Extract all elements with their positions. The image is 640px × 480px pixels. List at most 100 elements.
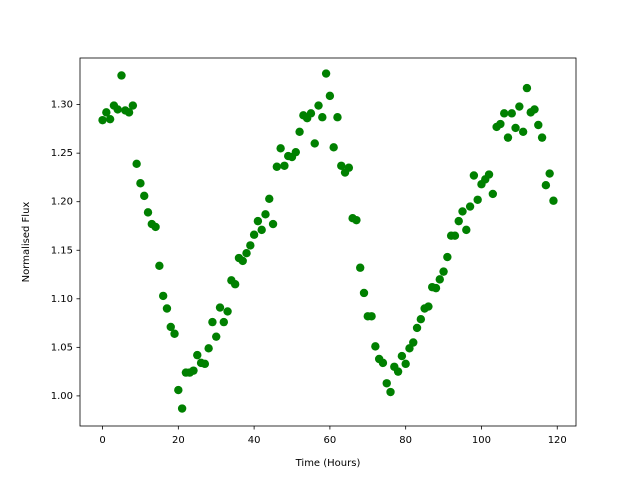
point [238,256,247,266]
point [325,91,335,101]
point [333,113,342,122]
y-tick-label: 1.20 [51,197,73,208]
point [280,161,289,170]
point [439,267,448,276]
point [484,170,494,179]
point [488,189,498,199]
point [511,123,520,133]
x-tick-label: 20 [172,435,185,446]
point [143,208,153,217]
x-tick-label: 80 [399,435,412,446]
point [200,359,210,369]
point [158,291,168,301]
point [473,195,482,204]
point [518,127,528,136]
point [219,317,228,327]
point [409,338,418,347]
point [174,385,183,395]
y-tick-label: 1.00 [51,391,73,402]
y-axis-label: Normalised Flux [21,202,32,283]
point [352,215,361,225]
point [386,387,395,397]
point [105,114,115,124]
point [117,71,126,80]
point [344,163,354,172]
point [249,230,259,239]
y-tick-label: 1.05 [51,342,73,353]
point [458,207,467,216]
point [393,367,403,376]
point [443,252,452,262]
y-tick-label: 1.25 [51,148,73,159]
point [265,194,274,203]
point [401,359,410,369]
point [272,162,282,171]
point [522,83,532,93]
plot-frame [79,57,577,427]
point [431,283,441,293]
point [295,127,304,136]
point [450,231,460,240]
point [356,263,365,272]
point [140,191,149,201]
point [337,161,346,170]
point [454,216,463,226]
point [545,169,554,178]
x-tick-label: 100 [472,435,491,446]
point [102,108,111,117]
point [242,248,251,258]
point [329,143,338,152]
point [321,69,331,78]
point [499,109,509,118]
point [469,171,479,180]
x-tick-label: 40 [248,435,261,446]
point [416,314,426,324]
point [170,329,179,338]
point [268,219,278,229]
point [230,280,240,289]
point [193,350,202,360]
point [113,105,122,114]
point [151,222,160,232]
point [534,120,543,130]
point [166,322,175,332]
point [246,241,255,250]
point [435,275,444,284]
point [223,307,232,316]
point [541,180,551,190]
point [212,332,221,341]
point [155,261,164,270]
point [215,303,225,312]
y-tick-label: 1.10 [51,294,73,305]
point [465,202,475,211]
point [382,379,391,388]
point [189,366,198,375]
point [310,139,319,148]
point [412,323,422,333]
point [162,304,172,313]
point [496,119,505,129]
x-axis-label: Time (Hours) [295,458,361,469]
point [367,312,376,321]
point [261,210,270,219]
point [318,113,327,122]
point [397,351,407,361]
point [515,102,524,111]
point [208,317,217,327]
point [177,404,187,413]
point [530,105,539,114]
point [124,108,134,117]
point [537,133,547,142]
point [128,101,138,110]
point [549,196,558,205]
point [132,159,141,169]
point [257,225,266,235]
point [276,144,285,153]
point [378,358,388,368]
point [462,225,471,235]
point [253,216,263,226]
point [424,302,433,311]
x-tick-label: 0 [99,435,105,446]
